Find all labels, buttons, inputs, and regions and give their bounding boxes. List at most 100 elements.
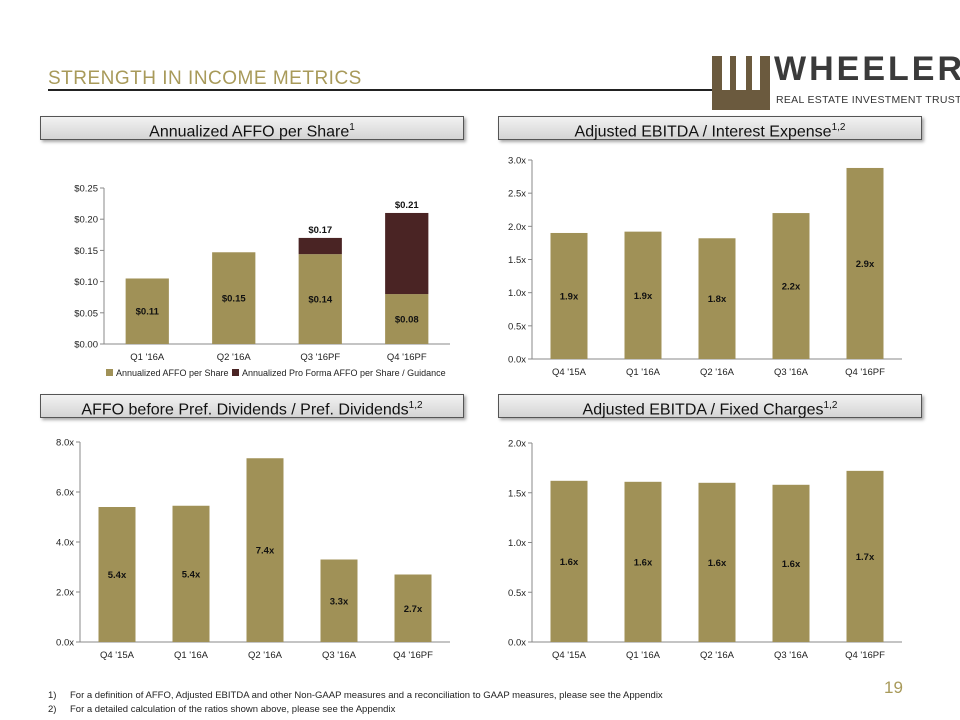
bar-data-label: $0.14 — [308, 295, 332, 306]
x-tick-label: Q1 '16A — [174, 650, 209, 661]
bar — [246, 458, 284, 642]
y-tick-label: 6.0x — [56, 488, 74, 499]
panel-footnote-ref: 1 — [349, 122, 355, 133]
legend-label: Annualized Pro Forma AFFO per Share / Gu… — [242, 368, 446, 378]
panel-label: Annualized AFFO per Share — [149, 123, 350, 141]
bar-affo-per-share — [125, 278, 169, 344]
bar-total-label: $0.17 — [308, 225, 332, 236]
y-tick-label: 2.0x — [508, 222, 526, 233]
bar-data-label: $0.08 — [395, 315, 419, 326]
ebitda-fixed-charges-chart: 0.0x 0.5x 1.0x 1.5x 2.0x Q4 '15A 1.6x Q1 '16A 1.… — [508, 439, 902, 661]
bar — [550, 232, 588, 359]
bar — [320, 559, 358, 642]
bar-total-label: $0.21 — [395, 200, 419, 211]
bar-data-label: 1.9x — [560, 291, 579, 302]
y-tick-label: $0.20 — [74, 215, 98, 226]
bar-data-label: 1.8x — [708, 294, 727, 305]
y-tick-label: 1.0x — [508, 538, 526, 549]
footnote-text: For a definition of AFFO, Adjusted EBITD… — [70, 690, 663, 701]
y-tick-label: $0.10 — [74, 277, 98, 288]
bar-data-label: 3.3x — [330, 596, 349, 607]
bar-affo-per-share — [298, 254, 342, 344]
bar — [846, 470, 884, 642]
logo-wordmark: WHEELER — [774, 50, 960, 88]
bar-affo-per-share — [385, 294, 429, 344]
bar — [846, 167, 884, 359]
bar — [172, 505, 210, 642]
x-tick-label: Q2 '16A — [700, 367, 735, 378]
bar-data-label: 1.6x — [782, 559, 801, 570]
x-tick-label: Q4 '15A — [552, 367, 587, 378]
footnote-1: 1) For a definition of AFFO, Adjusted EBI… — [48, 690, 663, 701]
y-tick-label: 2.0x — [56, 588, 74, 599]
x-tick-label: Q4 '15A — [552, 650, 587, 661]
x-tick-label: Q1 '16A — [626, 367, 661, 378]
page-title: STRENGTH IN INCOME METRICS — [48, 68, 362, 89]
y-tick-label: $0.25 — [74, 184, 98, 195]
legend-swatch — [232, 369, 239, 376]
x-tick-label: Q3 '16A — [774, 650, 809, 661]
panel-footnote-ref: 1,2 — [408, 400, 423, 411]
bar — [624, 481, 662, 642]
ebitda-interest-chart: 0.0x 0.5x 1.0x 1.5x 2.0x 2.5x 3.0x Q4 '15A 1.9x Q… — [508, 156, 902, 378]
panel-label: Adjusted EBITDA / Fixed Charges — [582, 401, 824, 419]
title-divider — [48, 89, 716, 91]
y-tick-label: 0.5x — [508, 321, 526, 332]
legend-swatch — [106, 369, 113, 376]
y-tick-label: 1.5x — [508, 488, 526, 499]
bar-data-label: 1.9x — [634, 291, 653, 302]
y-tick-label: $0.15 — [74, 246, 98, 257]
y-tick-label: 2.5x — [508, 189, 526, 200]
y-tick-label: 1.0x — [508, 288, 526, 299]
bar-data-label: 1.6x — [560, 557, 579, 568]
x-tick-label: Q3 '16PF — [300, 352, 340, 363]
x-tick-label: Q4 '16PF — [845, 367, 885, 378]
bar-data-label: 2.2x — [782, 282, 801, 293]
bar — [98, 507, 136, 642]
x-tick-label: Q4 '16PF — [845, 650, 885, 661]
panel-header-affo-pref-dividends: AFFO before Pref. Dividends / Pref. Divi… — [40, 394, 464, 418]
x-tick-label: Q3 '16A — [774, 367, 809, 378]
bar — [772, 213, 810, 359]
x-tick-label: Q1 '16A — [626, 650, 661, 661]
bar-data-label: 1.7x — [856, 552, 875, 563]
panel-header-affo-per-share: Annualized AFFO per Share1 — [40, 116, 464, 140]
y-tick-label: $0.00 — [74, 340, 98, 351]
footnote-text: For a detailed calculation of the ratios… — [70, 704, 396, 715]
bar-data-label: 2.9x — [856, 259, 875, 270]
y-tick-label: $0.05 — [74, 308, 98, 319]
bar — [698, 238, 736, 359]
x-tick-label: Q4 '15A — [100, 650, 135, 661]
bar-pro-forma-affo — [385, 212, 429, 295]
x-tick-label: Q4 '16PF — [393, 650, 433, 661]
bar-data-label: 5.4x — [182, 569, 201, 580]
x-tick-label: Q2 '16A — [248, 650, 283, 661]
bar-affo-per-share — [212, 252, 256, 344]
bar-data-label: 1.6x — [634, 557, 653, 568]
x-tick-label: Q2 '16A — [217, 352, 252, 363]
logo-mark-icon — [712, 56, 770, 110]
panel-header-ebitda-interest: Adjusted EBITDA / Interest Expense1,2 — [498, 116, 922, 140]
bar-data-label: $0.11 — [136, 307, 160, 318]
panel-header-ebitda-fixed-charges: Adjusted EBITDA / Fixed Charges1,2 — [498, 394, 922, 418]
panel-footnote-ref: 1,2 — [823, 400, 838, 411]
y-tick-label: 4.0x — [56, 538, 74, 549]
y-tick-label: 0.0x — [508, 638, 526, 649]
logo-tagline: REAL ESTATE INVESTMENT TRUST — [776, 94, 960, 106]
y-tick-label: 2.0x — [508, 439, 526, 450]
bar — [394, 574, 432, 642]
page-number: 19 — [884, 678, 903, 697]
company-logo: WHEELER REAL ESTATE INVESTMENT TRUST — [712, 50, 960, 112]
affo-pref-dividends-chart: 0.0x 2.0x 4.0x 6.0x 8.0x Q4 '15A 5.4x Q1 '16A 5.… — [56, 438, 450, 661]
y-tick-label: 0.0x — [508, 355, 526, 366]
footnote-number: 2) — [48, 704, 57, 715]
x-tick-label: Q2 '16A — [700, 650, 735, 661]
bar-data-label: 7.4x — [256, 546, 275, 557]
x-tick-label: Q4 '16PF — [387, 352, 427, 363]
panel-label: Adjusted EBITDA / Interest Expense — [574, 123, 832, 141]
y-tick-label: 3.0x — [508, 156, 526, 167]
bar-data-label: 1.6x — [708, 558, 727, 569]
x-tick-label: Q3 '16A — [322, 650, 357, 661]
y-tick-label: 1.5x — [508, 255, 526, 266]
panel-label: AFFO before Pref. Dividends / Pref. Divi… — [81, 401, 409, 419]
